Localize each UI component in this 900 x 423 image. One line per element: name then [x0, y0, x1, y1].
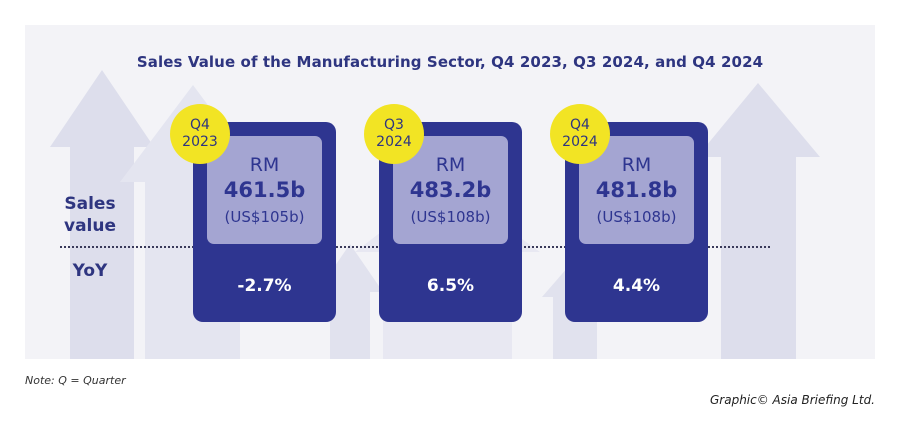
sales-value-usd: (US$105b): [224, 208, 305, 226]
sales-value-rm: 483.2b: [409, 178, 492, 202]
badge-quarter: Q4: [570, 117, 590, 133]
badge-year: 2024: [562, 134, 598, 150]
sales-value-rm: 481.8b: [595, 178, 678, 202]
badge-quarter: Q3: [384, 117, 404, 133]
period-badge-q3-2024: Q3 2024: [364, 104, 424, 164]
sales-value-box: RM 461.5b (US$105b): [207, 136, 322, 244]
yoy-value: 4.4%: [612, 276, 661, 296]
sales-value-box: RM 481.8b (US$108b): [579, 136, 694, 244]
badge-year: 2023: [182, 134, 218, 150]
sales-value-usd: (US$108b): [596, 208, 677, 226]
row-label-yoy: YoY: [72, 261, 108, 281]
footnote: Note: Q = Quarter: [25, 374, 126, 387]
currency-label: RM: [435, 154, 466, 176]
period-badge-q4-2023: Q4 2023: [170, 104, 230, 164]
yoy-value: -2.7%: [237, 276, 292, 296]
sales-value-rm: 461.5b: [223, 178, 306, 202]
chart-title: Sales Value of the Manufacturing Sector,…: [136, 53, 764, 71]
period-card-q4-2024: RM 481.8b (US$108b) 4.4%: [565, 122, 708, 322]
badge-quarter: Q4: [190, 117, 210, 133]
period-badge-q4-2024: Q4 2024: [550, 104, 610, 164]
yoy-value: 6.5%: [426, 276, 475, 296]
badge-year: 2024: [376, 134, 412, 150]
graphic-credit: Graphic© Asia Briefing Ltd.: [709, 393, 875, 407]
chart-panel: Sales Value of the Manufacturing Sector,…: [25, 25, 875, 359]
sales-value-usd: (US$108b): [410, 208, 491, 226]
period-card-q4-2023: RM 461.5b (US$105b) -2.7%: [193, 122, 336, 322]
currency-label: RM: [621, 154, 652, 176]
currency-label: RM: [249, 154, 280, 176]
row-label-sales-value: Sales value: [63, 194, 116, 236]
